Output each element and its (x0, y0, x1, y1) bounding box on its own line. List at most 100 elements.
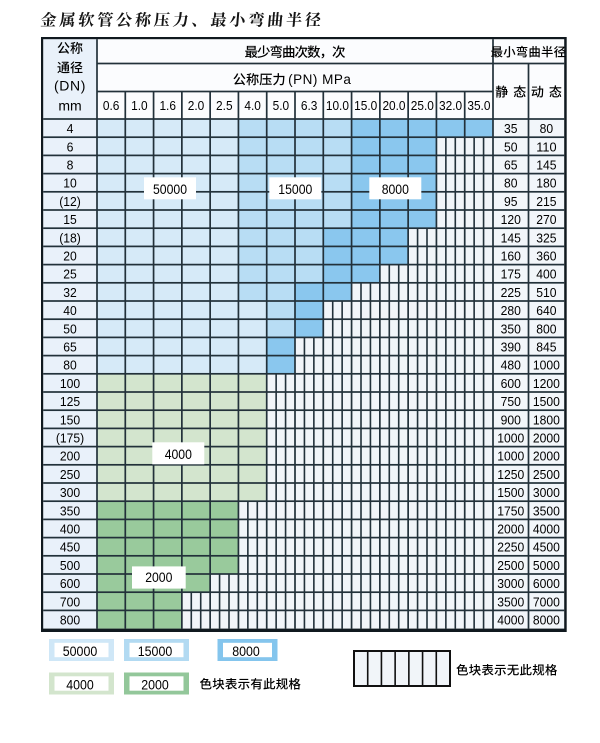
svg-text:2000: 2000 (497, 522, 524, 537)
svg-text:120: 120 (501, 212, 521, 227)
svg-text:3000: 3000 (533, 485, 560, 500)
svg-text:4000: 4000 (165, 447, 193, 462)
svg-text:280: 280 (501, 303, 521, 318)
svg-text:3000: 3000 (497, 576, 524, 591)
svg-text:50000: 50000 (153, 182, 187, 197)
svg-text:2500: 2500 (533, 467, 560, 482)
svg-text:(12): (12) (59, 194, 81, 209)
svg-text:5000: 5000 (533, 558, 560, 573)
svg-text:65: 65 (504, 158, 518, 173)
svg-text:35: 35 (504, 121, 518, 136)
svg-text:350: 350 (60, 503, 80, 518)
svg-text:150: 150 (60, 412, 80, 427)
svg-text:8000: 8000 (382, 182, 410, 197)
svg-text:5.0: 5.0 (273, 98, 290, 113)
svg-text:2000: 2000 (533, 431, 560, 446)
svg-text:40: 40 (63, 303, 77, 318)
svg-text:800: 800 (536, 321, 556, 336)
svg-text:4: 4 (67, 121, 74, 136)
svg-text:3500: 3500 (533, 503, 560, 518)
svg-text:25: 25 (63, 267, 77, 282)
svg-text:50000: 50000 (63, 644, 98, 659)
svg-text:6.3: 6.3 (301, 98, 318, 113)
svg-text:4000: 4000 (497, 613, 524, 628)
svg-text:145: 145 (536, 158, 556, 173)
svg-text:640: 640 (536, 303, 556, 318)
svg-text:300: 300 (60, 485, 80, 500)
svg-text:20: 20 (63, 249, 77, 264)
svg-text:2000: 2000 (141, 678, 169, 693)
svg-text:350: 350 (501, 321, 521, 336)
svg-text:50: 50 (63, 321, 77, 336)
svg-text:10.0: 10.0 (326, 98, 349, 113)
svg-text:2250: 2250 (497, 540, 524, 555)
svg-text:7000: 7000 (533, 594, 560, 609)
svg-text:32: 32 (63, 285, 77, 300)
svg-text:(175): (175) (56, 431, 84, 446)
svg-text:175: 175 (501, 267, 521, 282)
svg-text:510: 510 (536, 285, 556, 300)
svg-text:100: 100 (60, 376, 80, 391)
svg-text:600: 600 (60, 576, 80, 591)
svg-text:400: 400 (536, 267, 556, 282)
svg-text:845: 845 (536, 340, 556, 355)
svg-text:10: 10 (63, 176, 77, 191)
svg-text:1000: 1000 (497, 449, 524, 464)
svg-text:8: 8 (67, 158, 74, 173)
svg-text:360: 360 (536, 249, 556, 264)
svg-text:800: 800 (60, 613, 80, 628)
svg-text:35.0: 35.0 (467, 98, 490, 113)
svg-text:2000: 2000 (145, 570, 173, 585)
svg-text:1.0: 1.0 (131, 98, 148, 113)
svg-text:20.0: 20.0 (382, 98, 405, 113)
svg-text:4000: 4000 (533, 522, 560, 537)
svg-text:4500: 4500 (533, 540, 560, 555)
svg-text:1500: 1500 (497, 485, 524, 500)
svg-text:250: 250 (60, 467, 80, 482)
svg-text:1.6: 1.6 (159, 98, 176, 113)
svg-text:1750: 1750 (497, 503, 524, 518)
svg-text:2500: 2500 (497, 558, 524, 573)
svg-text:1000: 1000 (497, 431, 524, 446)
svg-text:180: 180 (536, 176, 556, 191)
svg-text:(18): (18) (59, 230, 81, 245)
svg-text:32.0: 32.0 (439, 98, 462, 113)
svg-text:4.0: 4.0 (244, 98, 261, 113)
svg-text:mm: mm (58, 97, 81, 113)
svg-text:3500: 3500 (497, 594, 524, 609)
svg-text:2.0: 2.0 (188, 98, 205, 113)
svg-text:1800: 1800 (533, 412, 560, 427)
svg-text:2000: 2000 (533, 449, 560, 464)
svg-text:200: 200 (60, 449, 80, 464)
svg-text:15000: 15000 (138, 644, 173, 659)
svg-text:145: 145 (501, 230, 521, 245)
svg-text:480: 480 (501, 358, 521, 373)
svg-text:125: 125 (60, 394, 80, 409)
svg-text:270: 270 (536, 212, 556, 227)
svg-text:160: 160 (501, 249, 521, 264)
svg-text:80: 80 (63, 358, 77, 373)
svg-text:(DN): (DN) (54, 77, 86, 93)
svg-text:65: 65 (63, 340, 77, 355)
svg-text:15: 15 (63, 212, 77, 227)
svg-text:80: 80 (504, 176, 518, 191)
svg-text:(PN) MPa: (PN) MPa (288, 72, 351, 87)
svg-text:95: 95 (504, 194, 518, 209)
svg-text:600: 600 (501, 376, 521, 391)
svg-text:50: 50 (504, 139, 518, 154)
svg-text:390: 390 (501, 340, 521, 355)
svg-text:900: 900 (501, 412, 521, 427)
svg-text:2.5: 2.5 (216, 98, 233, 113)
svg-text:1500: 1500 (533, 394, 560, 409)
svg-text:110: 110 (536, 139, 556, 154)
svg-text:0.6: 0.6 (103, 98, 120, 113)
svg-text:500: 500 (60, 558, 80, 573)
svg-text:15000: 15000 (278, 182, 312, 197)
svg-text:8000: 8000 (533, 613, 560, 628)
svg-text:450: 450 (60, 540, 80, 555)
svg-text:1200: 1200 (533, 376, 560, 391)
svg-text:1250: 1250 (497, 467, 524, 482)
svg-text:325: 325 (536, 230, 556, 245)
svg-text:4000: 4000 (66, 678, 94, 693)
svg-text:8000: 8000 (232, 644, 260, 659)
